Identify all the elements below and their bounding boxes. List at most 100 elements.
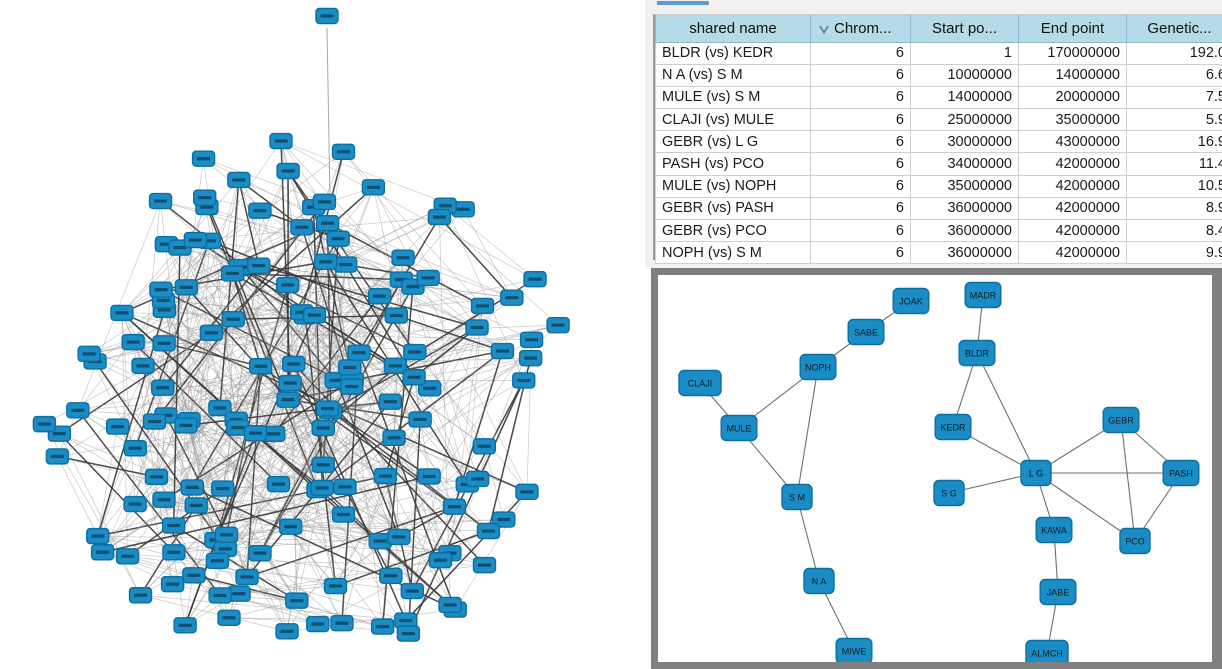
large-network-edge[interactable] <box>217 560 336 587</box>
large-network-edge[interactable] <box>162 387 279 485</box>
large-network-edge[interactable] <box>398 339 532 538</box>
node-shape[interactable] <box>1119 527 1151 555</box>
large-network-edge[interactable] <box>209 240 397 317</box>
node-shape[interactable] <box>803 567 835 595</box>
large-network-edge[interactable] <box>94 361 226 550</box>
large-network-edge[interactable] <box>301 312 391 402</box>
subnetwork-node[interactable]: S G <box>933 479 965 507</box>
large-network-edge[interactable] <box>237 427 288 632</box>
node-shape[interactable] <box>678 369 722 397</box>
large-network-edge[interactable] <box>154 421 430 477</box>
subnetwork-node[interactable]: S M <box>781 483 813 511</box>
large-network-edge[interactable] <box>192 427 324 488</box>
large-network-edge[interactable] <box>222 265 260 489</box>
node-shape[interactable] <box>781 483 813 511</box>
node-shape[interactable] <box>892 287 930 315</box>
column-header-end-point[interactable]: End point <box>1018 15 1127 43</box>
large-network-edge[interactable] <box>140 410 331 596</box>
large-network-edge[interactable] <box>411 305 483 592</box>
large-network-edge[interactable] <box>165 365 261 416</box>
large-network-edge[interactable] <box>280 140 414 287</box>
subnetwork-node[interactable]: ALMCH <box>1025 639 1069 663</box>
large-network-edge[interactable] <box>444 205 536 280</box>
large-network-edge[interactable] <box>97 426 118 537</box>
large-network-canvas[interactable] <box>0 0 645 669</box>
large-network-edge[interactable] <box>140 594 288 632</box>
large-network-edge[interactable] <box>238 179 260 266</box>
large-network-edge[interactable] <box>238 179 303 228</box>
large-network-edge[interactable] <box>438 216 513 299</box>
large-network-edge[interactable] <box>258 265 512 299</box>
subnetwork-node[interactable]: NOPH <box>799 353 837 381</box>
large-network-edge[interactable] <box>314 279 402 316</box>
large-network-edge[interactable] <box>402 257 468 485</box>
subnetwork-node[interactable]: PASH <box>1162 459 1200 487</box>
subnetwork-node[interactable]: JOAK <box>892 287 930 315</box>
large-network-edge[interactable] <box>191 314 315 488</box>
large-network-edge[interactable] <box>439 217 451 605</box>
subnetwork-edge[interactable] <box>1035 472 1136 542</box>
large-network-edge[interactable] <box>192 432 256 488</box>
large-network-edge[interactable] <box>59 433 193 488</box>
large-network-edge[interactable] <box>238 559 441 595</box>
large-network-edge[interactable] <box>219 179 240 409</box>
column-header-shared-name[interactable]: shared name <box>655 15 811 43</box>
node-shape[interactable] <box>835 637 873 663</box>
large-network-edge[interactable] <box>184 407 221 626</box>
large-network-edge[interactable] <box>57 455 157 478</box>
node-shape[interactable] <box>1020 459 1052 487</box>
large-network-edge[interactable] <box>132 342 173 585</box>
large-network-edge[interactable] <box>163 299 315 316</box>
large-network-edge[interactable] <box>162 210 261 388</box>
large-network-edge[interactable] <box>260 223 328 367</box>
large-network-edge[interactable] <box>88 353 193 488</box>
subnetwork-node[interactable]: SABE <box>847 318 885 346</box>
large-network-edge[interactable] <box>290 519 504 528</box>
column-header-genetic[interactable]: Genetic... <box>1126 15 1222 43</box>
large-network-edge[interactable] <box>102 551 173 585</box>
large-network-edge[interactable] <box>345 187 374 265</box>
column-header-start-point[interactable]: Start po... <box>910 15 1019 43</box>
large-network-edge[interactable] <box>280 140 536 280</box>
node-shape[interactable] <box>1035 516 1073 544</box>
subnetwork-node[interactable]: MADR <box>964 281 1002 309</box>
large-network-edge[interactable] <box>289 382 430 478</box>
large-network-edge[interactable] <box>413 326 478 378</box>
large-network-edge[interactable] <box>258 264 478 329</box>
large-network-edge[interactable] <box>194 239 256 434</box>
large-network-edge[interactable] <box>385 476 409 634</box>
subnetwork-edge[interactable] <box>796 366 819 498</box>
large-network-edge[interactable] <box>192 286 414 488</box>
large-network-edge[interactable] <box>238 179 324 429</box>
large-network-edge[interactable] <box>97 535 381 542</box>
subnetwork-node[interactable]: MIWE <box>835 637 873 663</box>
large-network-edge[interactable] <box>412 286 478 480</box>
large-network-edge[interactable] <box>156 240 210 477</box>
edge-table[interactable]: shared name Chrom... Start po... End poi… <box>655 15 1222 265</box>
large-network-edge[interactable] <box>238 179 513 299</box>
large-network-edge[interactable] <box>389 401 441 561</box>
subnetwork-graph-panel[interactable]: JOAK SABE NOPH CLAJI MULE S M N A MIWE MADR BLDR K… <box>651 268 1222 669</box>
large-network-edge[interactable] <box>127 312 303 557</box>
subnetwork-node[interactable]: L G <box>1020 459 1052 487</box>
large-network-edge[interactable] <box>414 351 528 493</box>
large-network-edge[interactable] <box>179 247 395 439</box>
large-network-edge[interactable] <box>335 264 347 381</box>
large-network-edge[interactable] <box>335 530 489 587</box>
node-shape[interactable] <box>1025 639 1069 663</box>
large-network-edge[interactable] <box>132 341 280 485</box>
large-network-edge[interactable] <box>217 560 318 625</box>
large-network-edge[interactable] <box>203 158 325 203</box>
node-shape[interactable] <box>1039 578 1077 606</box>
subnetwork-node[interactable]: PCO <box>1119 527 1151 555</box>
large-network-edge[interactable] <box>133 341 503 352</box>
large-network-edge[interactable] <box>317 552 451 625</box>
large-network-edge[interactable] <box>287 399 400 538</box>
large-network-edge[interactable] <box>97 448 136 537</box>
large-network-edge[interactable] <box>232 273 324 465</box>
large-network-edge[interactable] <box>134 448 173 585</box>
